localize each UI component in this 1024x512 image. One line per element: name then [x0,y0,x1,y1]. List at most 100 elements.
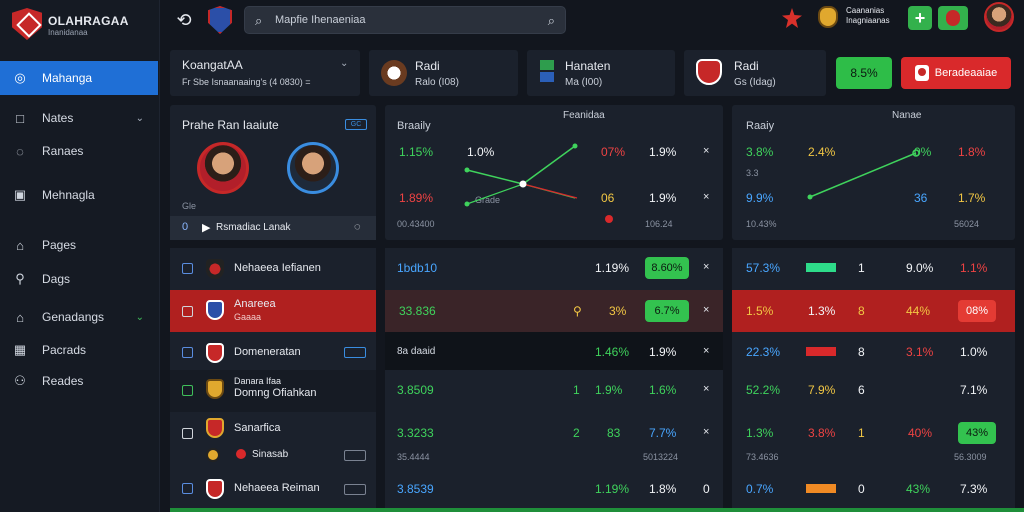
table-row[interactable]: 3.8509 1 1.9% 1.6% × [385,370,723,412]
add-button[interactable]: + [908,6,932,30]
table-row[interactable]: 1.3% 3.8% 1 40% 43% 73.4636 56.3009 [732,412,1015,470]
close-icon[interactable]: × [703,261,710,273]
league-label[interactable]: Caananias Inagniaanas [846,6,890,26]
row-value: 1.5% [746,304,774,318]
table-row-selected[interactable]: Anareea Gaaaa [170,290,376,332]
chevron-down-icon[interactable]: ⌄ [135,311,144,323]
team-crest-icon [206,448,220,462]
search-submit-icon[interactable]: ⌕ [547,13,555,28]
sidebar-item-reades[interactable]: ⚇ Reades [0,364,158,398]
user-avatar[interactable] [984,2,1014,32]
table-row[interactable]: 3.8539 1.19% 1.8% 0 [385,470,723,508]
row-footer-right: 5013224 [643,452,679,462]
table-row[interactable]: Danara Ifaa Domng Ofiahkan [170,370,376,412]
odds-pill[interactable]: 43% [958,422,996,444]
table-row[interactable]: Domeneratan [170,332,376,374]
match-card-2[interactable]: Hanaten Ma (I00) [527,50,675,96]
table-row[interactable]: Nehaeea Iefianen [170,248,376,290]
club-badge-icon[interactable] [208,6,232,34]
table-row[interactable]: Sanarfica Sinasab [170,412,376,470]
trend-point [464,167,470,173]
close-icon[interactable]: × [703,304,710,316]
players-card-tag[interactable]: GC [345,119,367,130]
odds-button[interactable]: 8.5% [836,57,892,89]
league-select-title: KoangatAA [182,58,243,72]
row-value: 1.0% [960,345,988,359]
sidebar-item-pages[interactable]: ⌂ Pages [0,228,158,262]
player-avatar-1[interactable] [197,142,249,194]
row-checkbox[interactable] [182,428,193,439]
row-checkbox[interactable] [182,347,193,358]
chevron-down-icon: ⌄ [340,58,349,69]
grid-icon: ▦ [13,342,27,357]
close-icon[interactable]: × [703,345,710,357]
players-card-small-tag: Gle [182,201,197,211]
chat-icon[interactable]: ◌ [354,221,361,233]
stats-panel-middle: Braaily Feanidaa 1.15% 1.0% 07% 1.9% × 1… [385,105,723,240]
app-logo[interactable]: OLAHRAGAA Inanidanaa [10,6,160,42]
row-checkbox[interactable] [182,385,193,396]
star-badge-icon[interactable] [782,8,802,28]
table-row[interactable]: 8a daaid 1.46% 1.9% × [385,332,723,374]
team-name: Sanarfica [234,422,281,434]
close-icon[interactable]: × [703,191,710,203]
sidebar-item-pacrads[interactable]: ▦ Pacrads [0,333,158,367]
sidebar-item-mehnagla[interactable]: ▣ Mehnagla [0,178,158,212]
row-value: 1 [858,426,865,440]
odds-pill[interactable]: 08% [958,300,996,322]
sidebar-item-dags[interactable]: ⚲ Dags [0,262,158,296]
panel-heading: Nanae [892,110,922,121]
league-crest-icon[interactable] [818,6,838,28]
table-row[interactable]: 22.3% 8 3.1% 1.0% [732,332,1015,374]
league-select[interactable]: KoangatAA Fr Sbe Isnaanaaing's (4 0830) … [170,50,360,96]
table-row-selected[interactable]: 1.5% 1.3% 8 44% 08% [732,290,1015,332]
table-row[interactable]: 3.3233 2 83 7.7% × 35.4444 5013224 [385,412,723,470]
row-value: 3.8% [808,426,836,440]
match-card-1[interactable]: Radi Ralo (I08) [369,50,518,96]
row-checkbox[interactable] [182,483,193,494]
row-value: 1.19% [595,482,630,496]
row-value: 3.1% [906,345,934,359]
row-value: 1.1% [960,261,988,275]
search-input[interactable] [275,12,525,28]
team-name: Nehaeea Reiman [234,482,320,494]
panel-footer-left: 10.43% [746,219,777,229]
stat-value: 1.15% [399,145,434,159]
play-icon[interactable]: ▶ [202,222,211,234]
table-row[interactable]: 1bdb10 1.19% 8.60% × [385,248,723,290]
row-value: 3.8509 [397,383,434,397]
sidebar-item-ranaes[interactable]: ◌ Ranaes [0,134,158,168]
table-row[interactable]: 57.3% 1 9.0% 1.1% [732,248,1015,290]
sidebar-item-label: Dags [42,272,71,286]
row-value: 3% [609,304,627,318]
team-crest-icon [206,379,224,399]
sidebar-item-label: Pages [42,238,77,252]
chevron-down-icon[interactable]: ⌄ [135,112,144,124]
team-crest-icon [206,479,224,499]
table-row[interactable]: 33.836 ⚲ 3% 6.7% × [385,290,723,332]
table-row[interactable]: Nehaeea Reiman [170,470,376,508]
sidebar-item-nates[interactable]: □ Nates ⌄ [0,101,158,135]
sidebar-item-label: Mehnagla [42,188,95,202]
table-row[interactable]: 52.2% 7.9% 6 7.1% [732,370,1015,412]
sidebar-item-mahanga[interactable]: ◎ Mahanga [0,61,158,95]
close-icon[interactable]: × [703,383,710,395]
search-user-icon: ⚲ [15,271,25,286]
odds-pill[interactable]: 6.7% [645,300,689,322]
row-checkbox[interactable] [182,306,193,317]
odds-pill[interactable]: 8.60% [645,257,689,279]
sidebar-item-label: Mahanga [42,71,93,85]
top-bar: ⟲ ⌕ ⌕ Caananias Inagniaanas + [160,0,1024,40]
row-value: 8 [858,345,865,359]
table-row[interactable]: 0.7% 0 43% 7.3% [732,470,1015,508]
match-card-3[interactable]: Radi Gs (Idag) [684,50,826,96]
player-avatar-2[interactable] [287,142,339,194]
team-button[interactable] [938,6,968,30]
row-checkbox[interactable] [182,263,193,274]
bet-button[interactable]: Beradeaaiae [901,57,1011,89]
sidebar-item-genadangs[interactable]: ⌂ Genadangs ⌄ [0,300,158,334]
close-icon[interactable]: × [703,426,710,438]
trend-line-down [522,183,578,199]
close-icon[interactable]: × [703,145,710,157]
back-arrow-icon[interactable]: ⟲ [176,10,192,30]
